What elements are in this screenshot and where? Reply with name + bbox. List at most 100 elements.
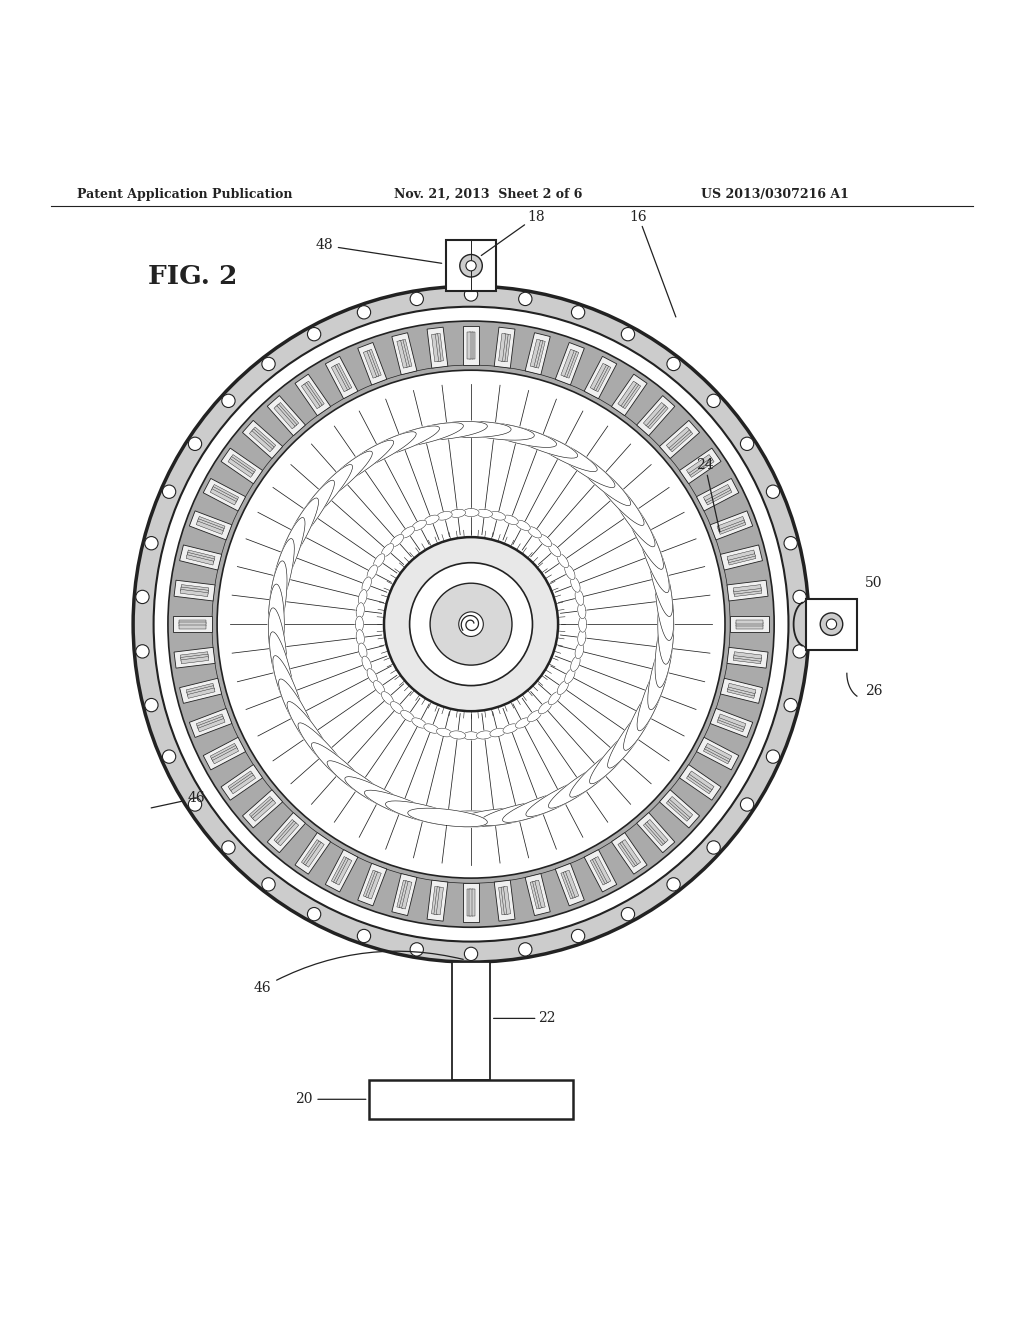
Polygon shape — [365, 791, 439, 822]
FancyBboxPatch shape — [181, 656, 209, 664]
Circle shape — [410, 562, 532, 685]
Polygon shape — [268, 583, 285, 664]
FancyBboxPatch shape — [187, 550, 215, 560]
FancyBboxPatch shape — [275, 404, 297, 428]
Circle shape — [766, 484, 779, 499]
FancyBboxPatch shape — [686, 454, 712, 474]
Polygon shape — [578, 603, 586, 619]
Circle shape — [571, 929, 585, 942]
FancyBboxPatch shape — [647, 405, 668, 429]
FancyBboxPatch shape — [243, 789, 283, 828]
FancyBboxPatch shape — [392, 333, 417, 375]
Circle shape — [826, 619, 837, 630]
Polygon shape — [624, 678, 664, 750]
FancyBboxPatch shape — [397, 341, 408, 368]
Text: US 2013/0307216 A1: US 2013/0307216 A1 — [701, 187, 849, 201]
FancyBboxPatch shape — [336, 363, 352, 389]
Polygon shape — [549, 440, 615, 487]
FancyBboxPatch shape — [186, 552, 214, 562]
Polygon shape — [657, 583, 674, 664]
Polygon shape — [570, 577, 581, 593]
Polygon shape — [569, 743, 631, 797]
FancyBboxPatch shape — [718, 717, 745, 730]
FancyBboxPatch shape — [278, 403, 299, 425]
FancyBboxPatch shape — [251, 429, 274, 450]
Polygon shape — [345, 776, 416, 817]
Polygon shape — [503, 515, 518, 524]
FancyBboxPatch shape — [555, 863, 585, 906]
FancyBboxPatch shape — [186, 685, 214, 696]
Polygon shape — [424, 723, 439, 733]
Circle shape — [793, 590, 806, 603]
Polygon shape — [590, 723, 644, 784]
FancyBboxPatch shape — [469, 331, 473, 359]
FancyBboxPatch shape — [211, 487, 238, 503]
Polygon shape — [311, 451, 373, 506]
FancyBboxPatch shape — [499, 334, 506, 362]
Polygon shape — [557, 554, 568, 568]
Polygon shape — [412, 718, 427, 729]
FancyBboxPatch shape — [179, 545, 221, 570]
Circle shape — [622, 907, 635, 921]
Text: 16: 16 — [630, 210, 676, 317]
FancyBboxPatch shape — [680, 764, 721, 800]
FancyBboxPatch shape — [728, 552, 756, 562]
FancyBboxPatch shape — [305, 842, 325, 867]
FancyBboxPatch shape — [719, 714, 745, 727]
Polygon shape — [637, 656, 670, 731]
FancyBboxPatch shape — [721, 678, 763, 704]
Polygon shape — [476, 731, 493, 739]
Polygon shape — [436, 511, 453, 520]
FancyBboxPatch shape — [504, 887, 511, 915]
Circle shape — [357, 306, 371, 319]
Polygon shape — [578, 630, 586, 645]
FancyBboxPatch shape — [305, 381, 325, 407]
Circle shape — [667, 878, 680, 891]
Polygon shape — [269, 539, 294, 616]
FancyBboxPatch shape — [278, 822, 299, 846]
FancyBboxPatch shape — [535, 880, 545, 908]
Polygon shape — [637, 517, 670, 593]
FancyBboxPatch shape — [173, 616, 212, 632]
FancyBboxPatch shape — [452, 962, 490, 1080]
FancyBboxPatch shape — [668, 429, 691, 450]
Circle shape — [793, 644, 806, 659]
FancyBboxPatch shape — [180, 590, 208, 597]
FancyBboxPatch shape — [469, 888, 473, 916]
FancyBboxPatch shape — [686, 775, 712, 793]
Polygon shape — [489, 729, 506, 737]
FancyBboxPatch shape — [303, 383, 323, 408]
FancyBboxPatch shape — [563, 871, 577, 898]
Circle shape — [466, 260, 476, 271]
FancyBboxPatch shape — [705, 487, 731, 503]
Circle shape — [163, 750, 176, 763]
FancyBboxPatch shape — [734, 590, 762, 597]
Circle shape — [217, 370, 725, 878]
FancyBboxPatch shape — [688, 457, 713, 475]
Circle shape — [262, 878, 275, 891]
FancyBboxPatch shape — [229, 457, 254, 475]
FancyBboxPatch shape — [670, 430, 692, 451]
Polygon shape — [367, 565, 378, 579]
FancyBboxPatch shape — [198, 718, 225, 731]
FancyBboxPatch shape — [368, 873, 381, 899]
FancyBboxPatch shape — [727, 550, 755, 560]
FancyBboxPatch shape — [197, 717, 224, 730]
Circle shape — [411, 942, 424, 956]
FancyBboxPatch shape — [728, 554, 756, 565]
FancyBboxPatch shape — [295, 833, 331, 874]
FancyBboxPatch shape — [203, 738, 246, 770]
Circle shape — [784, 536, 798, 550]
FancyBboxPatch shape — [303, 841, 323, 866]
FancyBboxPatch shape — [210, 743, 237, 759]
Text: Nov. 21, 2013  Sheet 2 of 6: Nov. 21, 2013 Sheet 2 of 6 — [394, 187, 583, 201]
Circle shape — [430, 583, 512, 665]
FancyBboxPatch shape — [210, 488, 237, 506]
Polygon shape — [365, 426, 439, 458]
FancyBboxPatch shape — [688, 774, 713, 792]
FancyBboxPatch shape — [659, 420, 699, 458]
Circle shape — [518, 292, 531, 306]
Polygon shape — [355, 616, 364, 632]
FancyBboxPatch shape — [229, 774, 254, 792]
Polygon shape — [549, 760, 615, 808]
